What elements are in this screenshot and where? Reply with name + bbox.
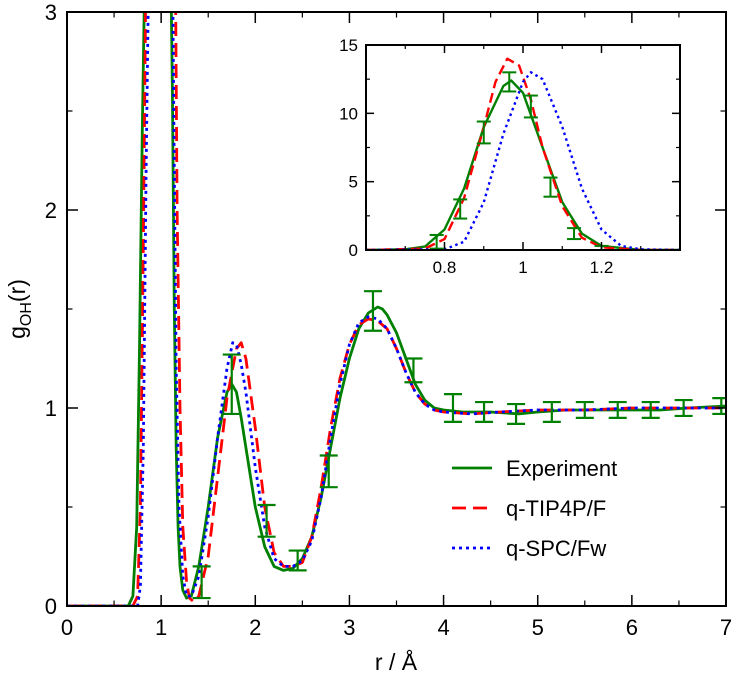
inset-series-experiment (366, 79, 680, 250)
main-y-axis: 0 1 2 3 (45, 0, 726, 619)
inset-errorbar (502, 71, 517, 93)
inset-series-q-spc-fw (366, 71, 680, 250)
main-errorbar (475, 400, 494, 423)
main-chart: 0 1 2 3 4 5 6 7 0 1 2 3 r / Å gOH(r) (4, 0, 732, 675)
legend-item-q-spc-fw: q-SPC/Fw (452, 536, 606, 561)
x-axis-title: r / Å (375, 648, 418, 675)
main-errorbar-group (192, 290, 726, 600)
inset-x-tick-label: 1 (518, 258, 527, 277)
main-y-tick-label: 1 (45, 396, 57, 421)
inset-errorbar (543, 176, 558, 198)
legend-item-q-tip4p-f: q-TIP4P/F (452, 496, 606, 521)
legend-label: q-SPC/Fw (506, 536, 606, 561)
inset-series-group (366, 57, 680, 250)
main-errorbar (542, 400, 561, 423)
inset-background (366, 45, 680, 250)
main-errorbar (363, 290, 382, 332)
main-errorbar (674, 398, 693, 418)
main-x-tick-label: 0 (61, 615, 73, 640)
main-errorbar (192, 565, 211, 600)
main-x-tick-label: 7 (720, 615, 732, 640)
inset-y-axis: 0 5 10 15 (339, 36, 680, 260)
main-x-tick-label: 3 (343, 615, 355, 640)
inset-errorbar (453, 198, 468, 220)
inset-x-axis: 0.8 1 1.2 (404, 45, 642, 277)
y-axis-title: gOH(r) (4, 279, 35, 339)
legend-label: Experiment (506, 456, 617, 481)
main-x-tick-label: 6 (626, 615, 638, 640)
main-errorbar (257, 503, 276, 538)
main-errorbar (712, 397, 726, 416)
main-errorbar (641, 400, 660, 419)
inset-errorbar (429, 233, 444, 250)
main-x-axis: 0 1 2 3 4 5 6 7 (61, 12, 732, 640)
main-x-tick-label: 1 (155, 615, 167, 640)
legend-label: q-TIP4P/F (506, 496, 606, 521)
main-x-tick-label: 4 (437, 615, 449, 640)
inset-errorbar (523, 94, 538, 119)
legend-item-experiment: Experiment (452, 456, 617, 481)
main-errorbar (288, 549, 307, 572)
main-y-tick-label: 0 (45, 594, 57, 619)
main-series-q-spc-fw (67, 12, 726, 606)
inset-chart: 0.8 1 1.2 0 5 10 15 (339, 36, 681, 277)
main-errorbar (575, 400, 594, 419)
legend: Experiment q-TIP4P/F q-SPC/Fw (452, 456, 617, 561)
main-errorbar (222, 353, 241, 416)
inset-x-tick-label: 0.8 (433, 258, 457, 277)
inset-errorbar (567, 227, 582, 241)
y-axis-title-subscript: OH (18, 302, 35, 326)
main-errorbar (608, 400, 627, 419)
inset-y-tick-label: 0 (349, 241, 358, 260)
main-errorbar (319, 454, 338, 489)
main-x-tick-label: 5 (532, 615, 544, 640)
main-errorbar (507, 402, 526, 425)
inset-y-tick-label: 15 (339, 36, 358, 55)
main-errorbar (404, 357, 423, 384)
y-axis-title-tail: (r) (4, 279, 30, 302)
inset-y-tick-label: 10 (339, 104, 358, 123)
main-y-tick-label: 2 (45, 198, 57, 223)
main-x-tick-label: 2 (249, 615, 261, 640)
inset-x-tick-label: 1.2 (590, 258, 614, 277)
inset-series-q-tip4p-f (366, 57, 680, 250)
y-axis-title-main: g (4, 326, 30, 339)
main-y-tick-label: 3 (45, 0, 57, 25)
main-errorbar (443, 393, 462, 423)
inset-y-tick-label: 5 (349, 173, 358, 192)
inset-errorbar (476, 120, 491, 145)
